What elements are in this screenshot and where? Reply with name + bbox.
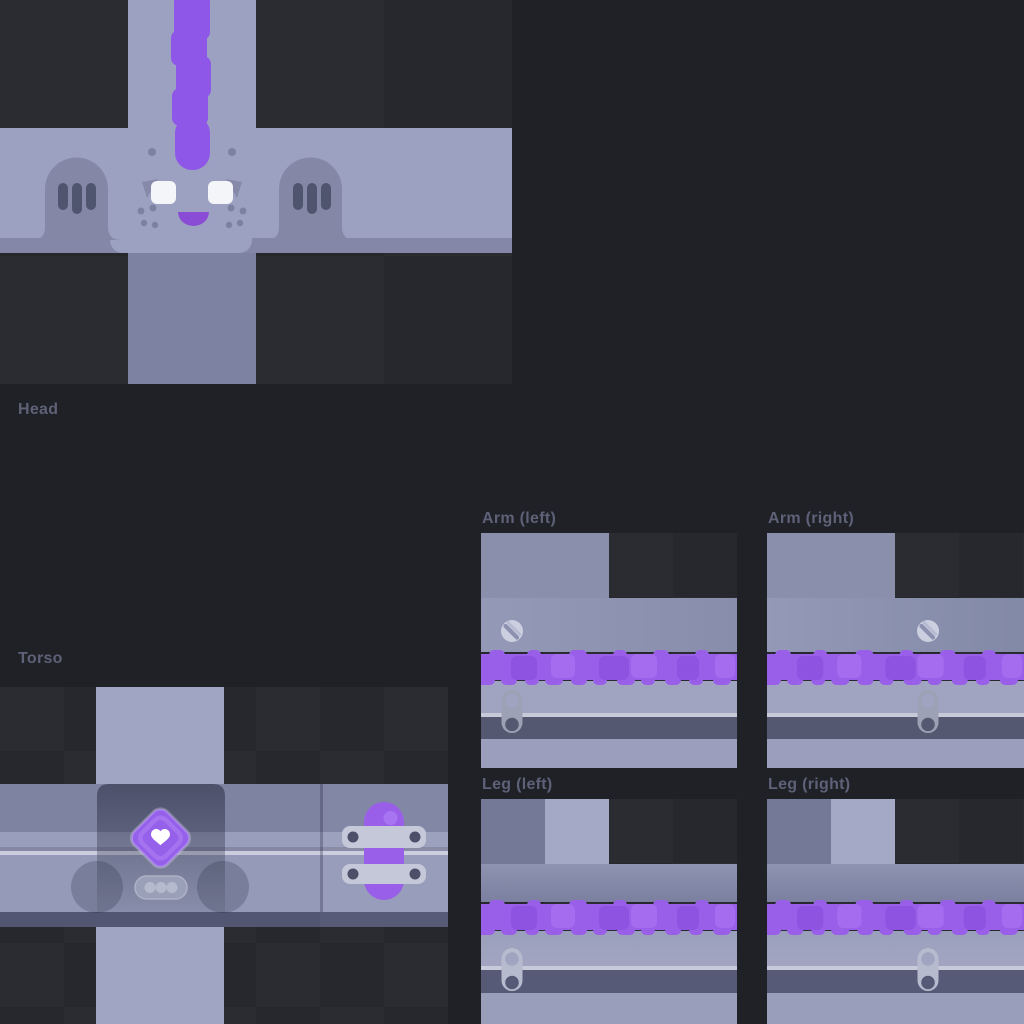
section-label-torso: Torso [18,650,63,667]
torso-top-face [96,687,224,784]
striped-capsule-backpack-icon [342,802,426,900]
leg-cuff-dark [767,970,1024,993]
arm-cuff-end [767,739,1024,768]
arm-left-texture-panel[interactable] [481,533,737,768]
head-bottom-face [128,253,256,384]
arm-upper-fabric [481,598,737,652]
mohawk-stripe-icon [171,0,211,170]
leg-hip-patch-light [831,799,895,864]
heart-emblem-icon [129,807,192,869]
screw-icon [490,609,534,653]
arm-upper-fabric [767,598,1024,652]
leg-seam-line [767,966,1024,970]
arm-shoulder-patch [767,533,895,598]
vent-grille-left-icon [32,157,121,240]
section-label-leg-right: Leg (right) [768,776,851,793]
torso-band-dark-strip [0,912,448,927]
torso-texture-panel[interactable] [0,687,448,1024]
arm-seam-line [481,713,737,717]
torso-art-layer [71,784,426,913]
torso-bottom-face [96,927,224,1024]
screw-icon [906,609,950,653]
arm-lower-fabric [481,681,737,713]
arm-shoulder-patch [481,533,609,598]
mouth [178,212,209,226]
head-art-layer [32,0,355,240]
arm-cuff-dark [481,717,737,739]
section-label-arm-left: Arm (left) [482,510,557,527]
arm-cuff-dark [767,717,1024,739]
zipper-icon [501,948,523,991]
armhole-left [71,861,123,913]
right-eye [208,181,233,204]
vent-grille-right-icon [266,157,355,240]
fringe-stripe-icon [481,900,737,935]
section-label-head: Head [18,401,59,418]
leg-seam-line [481,966,737,970]
fringe-stripe-icon [767,650,1024,685]
arm-right-texture-panel[interactable] [767,533,1024,768]
armhole-right [197,861,249,913]
section-label-arm-right: Arm (right) [768,510,854,527]
leg-right-texture-panel[interactable] [767,799,1024,1024]
head-texture-panel[interactable] [0,0,512,384]
arm-seam-line [767,713,1024,717]
freckles [137,148,247,229]
zipper-icon [501,690,523,733]
leg-hip-patch-dark [767,799,831,864]
leg-hip-patch-dark [481,799,545,864]
head-chin-plate [110,230,252,253]
arm-cuff-end [481,739,737,768]
three-dot-plate-icon [134,875,188,900]
leg-lower-fabric [767,931,1024,966]
leg-upper-fabric [767,864,1024,902]
section-label-leg-left: Leg (left) [482,776,553,793]
zipper-icon [917,690,939,733]
back-tile-seam [320,784,323,912]
plush-face-icon [137,148,247,229]
leg-lower-fabric [481,931,737,966]
leg-cuff-end [481,993,737,1024]
leg-left-texture-panel[interactable] [481,799,737,1024]
fringe-stripe-icon [767,900,1024,935]
zipper-icon [917,948,939,991]
left-eye [151,181,176,204]
leg-upper-fabric [481,864,737,902]
arm-lower-fabric [767,681,1024,713]
leg-cuff-end [767,993,1024,1024]
leg-cuff-dark [481,970,737,993]
leg-hip-patch-light [545,799,609,864]
